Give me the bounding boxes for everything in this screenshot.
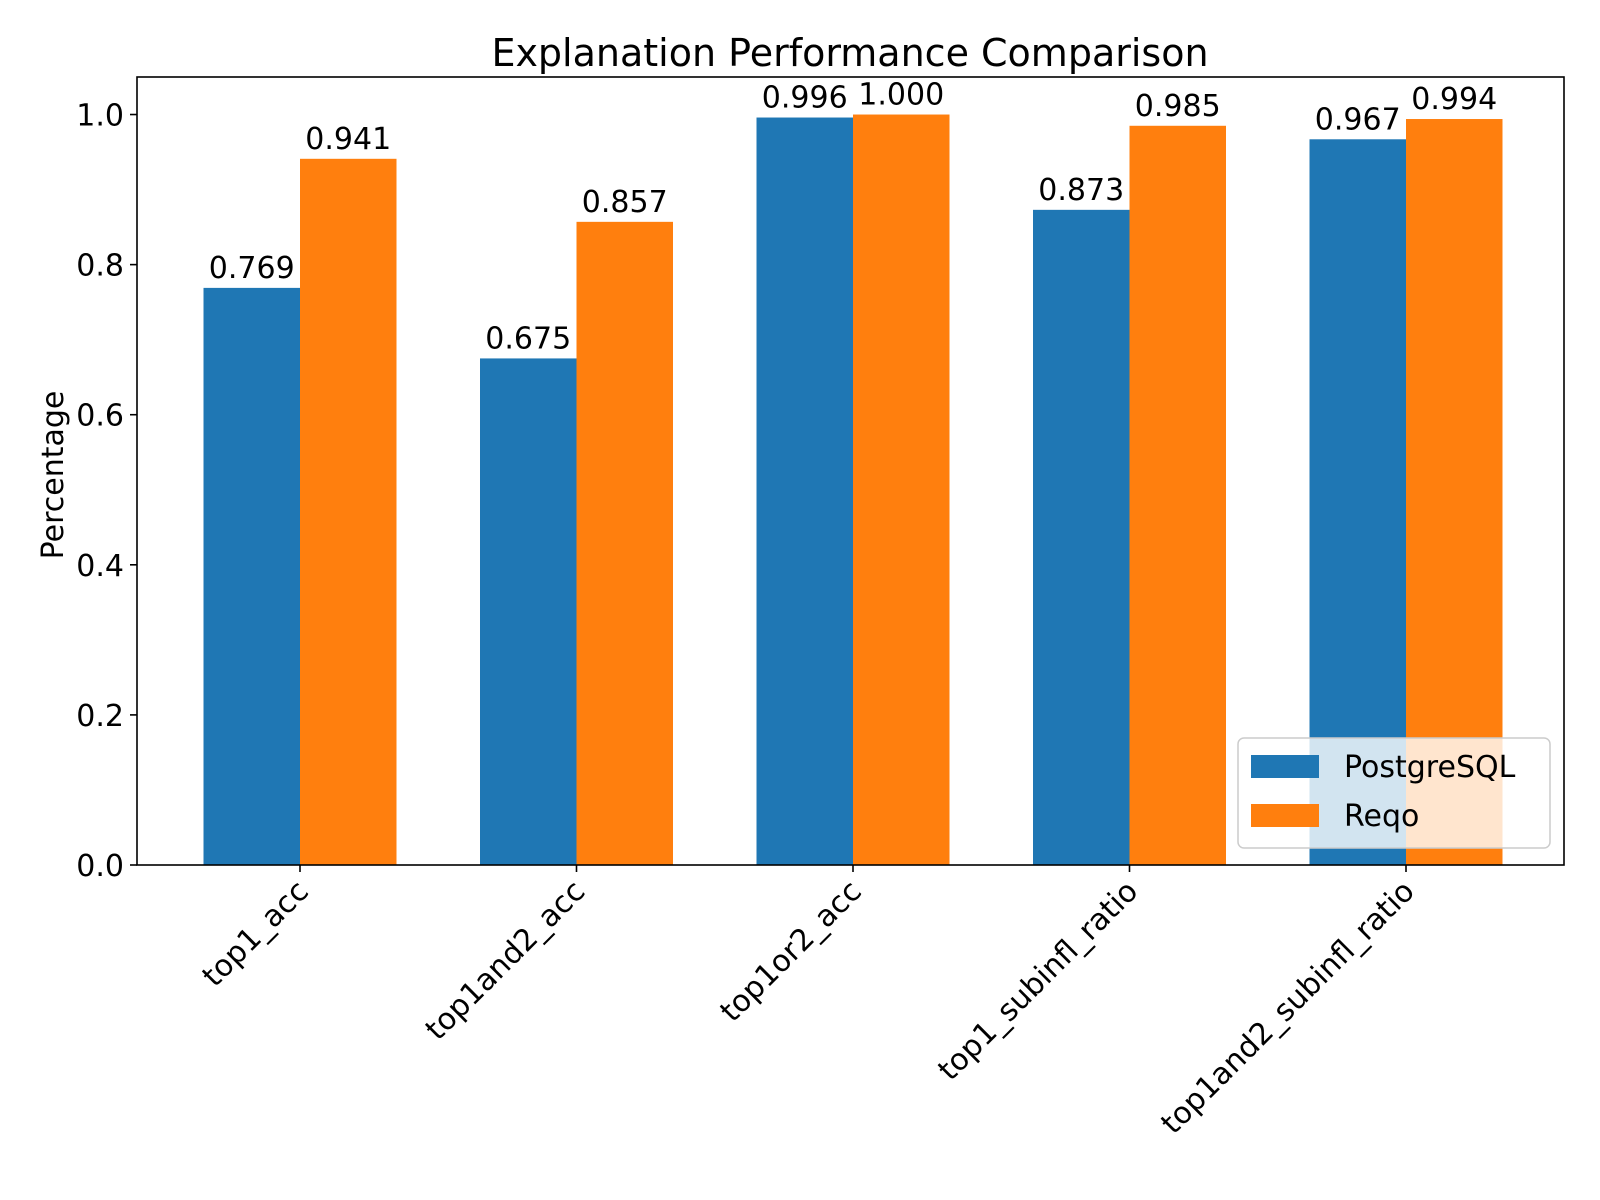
y-tick-label: 0.2 (76, 699, 124, 734)
value-label-postgresql-top1and2_subinfl_ratio: 0.967 (1315, 102, 1401, 137)
x-tick-label-top1_acc: top1_acc (196, 874, 316, 994)
x-tick-label-top1or2_acc: top1or2_acc (714, 874, 869, 1029)
legend-swatch-reqo (1251, 804, 1319, 827)
value-label-postgresql-top1_acc: 0.769 (209, 251, 295, 286)
plot-frame (136, 76, 1565, 866)
value-label-reqo-top1and2_acc: 0.857 (582, 185, 668, 220)
value-label-reqo-top1or2_acc: 1.000 (858, 78, 944, 113)
value-label-postgresql-top1and2_acc: 0.675 (485, 321, 571, 356)
bar-postgresql-top1_subinfl_ratio (1033, 209, 1130, 865)
x-tick-label-top1and2_subinfl_ratio: top1and2_subinfl_ratio (1154, 874, 1421, 1141)
y-axis-label: Percentage (36, 391, 71, 560)
legend-label-reqo: Reqo (1344, 799, 1419, 834)
legend-label-postgresql: PostgreSQL (1344, 750, 1516, 785)
y-tick-label: 0.0 (76, 849, 124, 884)
bar-reqo-top1or2_acc (853, 114, 950, 866)
value-labels: 0.769 0.675 0.996 0.873 0.967 0.941 0.857 1.000… (209, 78, 1497, 357)
legend-swatch-postgresql (1251, 755, 1319, 778)
value-label-postgresql-top1_subinfl_ratio: 0.873 (1038, 173, 1124, 208)
y-tick-label: 0.6 (76, 399, 124, 434)
value-label-reqo-top1_subinfl_ratio: 0.985 (1135, 89, 1221, 124)
x-tick-label-top1_subinfl_ratio: top1_subinfl_ratio (931, 874, 1145, 1088)
y-tick-label: 1.0 (76, 99, 124, 134)
value-label-reqo-top1_acc: 0.941 (305, 122, 391, 157)
value-label-postgresql-top1or2_acc: 0.996 (762, 81, 848, 116)
bar-reqo-top1_acc (300, 158, 397, 866)
y-tick-label: 0.8 (76, 249, 124, 284)
y-tick-label: 0.4 (76, 549, 124, 584)
bar-reqo-top1_subinfl_ratio (1129, 125, 1226, 866)
bar-group (203, 114, 1503, 866)
value-label-reqo-top1and2_subinfl_ratio: 0.994 (1411, 82, 1497, 117)
chart-title: Explanation Performance Comparison (491, 31, 1208, 75)
bar-postgresql-top1_acc (203, 287, 300, 866)
bar-postgresql-top1and2_acc (480, 358, 577, 865)
x-tick-label-top1and2_acc: top1and2_acc (419, 874, 592, 1047)
bar-postgresql-top1or2_acc (756, 117, 853, 866)
bar-reqo-top1and2_acc (576, 221, 673, 865)
legend: PostgreSQL Reqo (1237, 737, 1551, 849)
